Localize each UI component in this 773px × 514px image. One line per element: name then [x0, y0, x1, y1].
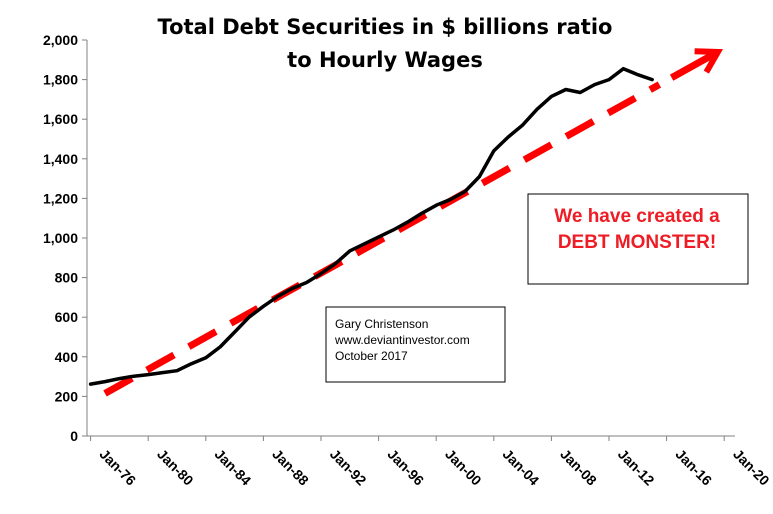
- series-layer: [88, 48, 724, 397]
- chart-title-line-1: Total Debt Securities in $ billions rati…: [158, 15, 613, 39]
- y-tick-label: 1,000: [43, 230, 78, 246]
- y-tick-label: 2,000: [43, 32, 78, 48]
- callout-box: We have created a DEBT MONSTER!: [527, 193, 749, 285]
- callout-line-2: DEBT MONSTER!: [558, 232, 716, 253]
- x-tick-label: Jan-12: [615, 446, 658, 489]
- y-tick-label: 800: [55, 270, 79, 286]
- credit-website: www.deviantinvestor.com: [334, 333, 470, 347]
- x-tick-label: Jan-76: [96, 446, 139, 489]
- debt-ratio-line: [88, 66, 654, 386]
- y-tick-label: 200: [55, 388, 79, 404]
- trend-dashed-line: [103, 81, 662, 397]
- y-tick-label: 0: [70, 428, 78, 444]
- credit-date: October 2017: [335, 349, 408, 363]
- x-tick-label: Jan-16: [672, 446, 715, 489]
- y-axis-ticks: 0 200 400 600 800 1,000 1,200 1,400 1,600 1,800 2,…: [43, 32, 87, 444]
- x-tick-label: Jan-04: [500, 446, 543, 489]
- y-tick-label: 600: [55, 309, 79, 325]
- x-tick-label: Jan-08: [557, 446, 600, 489]
- y-tick-label: 1,200: [43, 190, 78, 206]
- x-tick-label: Jan-96: [384, 446, 427, 489]
- y-tick-label: 1,600: [43, 111, 78, 127]
- credit-box: Gary Christenson www.deviantinvestor.com…: [325, 306, 506, 383]
- chart-title-line-2: to Hourly Wages: [287, 48, 483, 72]
- x-tick-label: Jan-84: [212, 446, 255, 489]
- x-axis-ticks: Jan-76 Jan-80 Jan-84 Jan-88 Jan-92 Jan-96 Jan-…: [90, 436, 773, 489]
- x-tick-label: Jan-88: [269, 446, 312, 489]
- x-tick-label: Jan-20: [730, 446, 773, 489]
- y-tick-label: 1,400: [43, 151, 78, 167]
- x-tick-label: Jan-92: [327, 446, 370, 489]
- y-tick-label: 1,800: [43, 72, 78, 88]
- x-tick-label: Jan-80: [154, 446, 197, 489]
- trend-arrow-shaft: [669, 48, 724, 81]
- callout-line-1: We have created a: [554, 206, 720, 227]
- y-tick-label: 400: [55, 349, 79, 365]
- credit-author: Gary Christenson: [335, 317, 428, 331]
- x-tick-label: Jan-00: [442, 446, 485, 489]
